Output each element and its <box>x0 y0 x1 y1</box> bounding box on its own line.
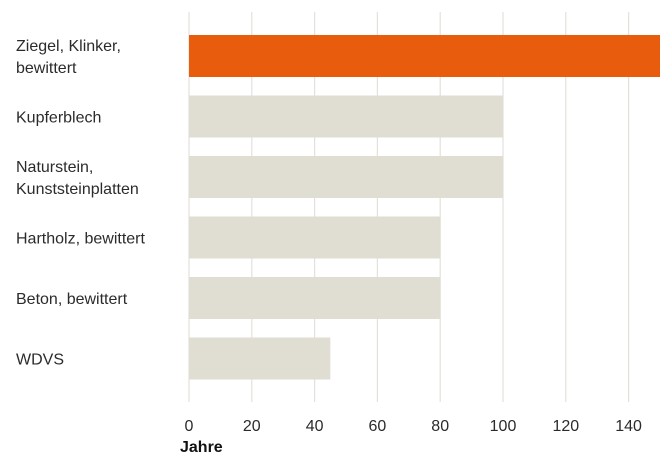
bar-2 <box>189 156 503 198</box>
bar-4 <box>189 277 441 319</box>
x-tick-0: 0 <box>185 418 194 435</box>
bar-3 <box>189 216 441 259</box>
x-axis-title: Jahre <box>180 439 223 456</box>
x-tick-120: 120 <box>552 418 579 435</box>
category-label-4: Beton, bewittert <box>16 291 128 308</box>
bar-5 <box>189 337 331 380</box>
x-tick-20: 20 <box>243 418 261 435</box>
x-tick-labels: 0 20 40 60 80 100 120 140 <box>185 418 642 435</box>
x-tick-140: 140 <box>615 418 642 435</box>
bar-1 <box>189 95 503 138</box>
bar-0 <box>189 35 660 77</box>
x-tick-80: 80 <box>431 418 449 435</box>
x-tick-40: 40 <box>306 418 324 435</box>
category-label-1: Kupferblech <box>16 110 101 127</box>
category-label-0: Ziegel, Klinker, bewittert <box>16 38 121 77</box>
x-tick-100: 100 <box>490 418 517 435</box>
bars <box>189 35 660 380</box>
category-label-2: Naturstein, Kunststeinplatten <box>16 159 139 198</box>
x-tick-60: 60 <box>369 418 387 435</box>
category-label-3: Hartholz, bewittert <box>16 231 145 248</box>
category-label-5: WDVS <box>16 352 64 369</box>
category-labels: Ziegel, Klinker, bewittert Kupferblech Natu… <box>16 38 145 369</box>
